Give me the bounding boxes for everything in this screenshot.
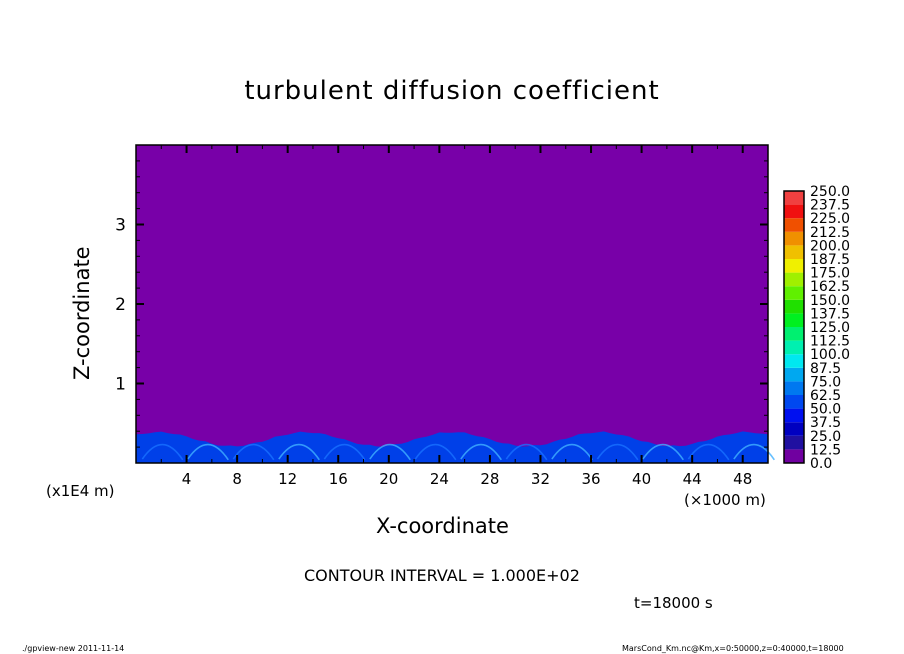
colorbar-cell — [784, 313, 804, 327]
colorbar-label: 50.0 — [810, 402, 841, 418]
colorbar-cell — [784, 259, 804, 273]
contour-interval-note: CONTOUR INTERVAL = 1.000E+02 — [304, 566, 580, 585]
eddy-streak — [551, 443, 593, 461]
colorbar-label: 87.5 — [810, 361, 841, 377]
colorbar-cell — [784, 218, 804, 232]
colorbar-label: 100.0 — [810, 347, 850, 363]
y-axis-unit: (x1E4 m) — [46, 482, 115, 500]
x-tick-label: 48 — [733, 470, 752, 488]
colorbar-cell — [784, 231, 804, 246]
x-axis-label: X-coordinate — [376, 514, 509, 538]
turbulent-layer — [136, 431, 768, 463]
colorbar-cell — [784, 299, 804, 314]
eddy-streak — [596, 443, 639, 461]
colorbar-label: 62.5 — [810, 388, 841, 404]
colorbar-label: 150.0 — [810, 293, 850, 309]
colorbar-label: 200.0 — [810, 238, 850, 254]
colorbar-label: 12.5 — [810, 442, 841, 458]
colorbar-label: 212.5 — [810, 225, 850, 241]
x-tick-label: 44 — [683, 470, 702, 488]
colorbar-label: 112.5 — [810, 334, 850, 350]
x-tick-label: 40 — [632, 470, 651, 488]
colorbar-label: 25.0 — [810, 429, 841, 445]
eddy-streak — [414, 443, 457, 461]
colorbar-cell — [784, 354, 804, 368]
colorbar-cell — [784, 381, 804, 395]
colorbar-cell — [784, 286, 804, 300]
eddy-streak — [505, 443, 548, 461]
colorbar-cell — [784, 449, 804, 463]
colorbar-cell — [784, 367, 804, 382]
eddy-streak — [687, 443, 730, 461]
x-axis-unit: (×1000 m) — [684, 491, 766, 509]
eddy-streak — [369, 443, 411, 461]
colorbar-label: 187.5 — [810, 252, 850, 268]
colorbar-label: 0.0 — [810, 456, 832, 472]
eddy-streak — [733, 443, 775, 461]
x-tick-label: 12 — [278, 470, 297, 488]
colorbar-label: 37.5 — [810, 415, 841, 431]
x-tick-label: 20 — [379, 470, 398, 488]
x-tick-label: 32 — [531, 470, 550, 488]
eddy-streak — [460, 443, 502, 461]
y-tick-label: 1 — [115, 375, 126, 395]
colorbar-cell — [784, 395, 804, 409]
time-annotation: t=18000 s — [634, 594, 713, 612]
eddy-streak — [278, 443, 320, 461]
eddy-streak — [187, 443, 229, 461]
colorbar-cell — [784, 408, 804, 423]
x-tick-label: 16 — [329, 470, 348, 488]
colorbar-label: 162.5 — [810, 279, 850, 295]
colorbar-label: 225.0 — [810, 211, 850, 227]
colorbar-label: 237.5 — [810, 198, 850, 214]
x-tick-label: 4 — [182, 470, 192, 488]
colorbar-frame — [783, 190, 805, 464]
colorbar-cell — [784, 272, 804, 287]
colorbar-label: 75.0 — [810, 374, 841, 390]
x-tick-label: 36 — [581, 470, 600, 488]
y-tick-label: 2 — [115, 295, 126, 315]
eddy-streak — [642, 443, 684, 461]
colorbar-label: 137.5 — [810, 306, 850, 322]
footer-right: MarsCond_Km.nc@Km,x=0:50000,z=0:40000,t=… — [622, 644, 844, 653]
x-tick-label: 24 — [430, 470, 449, 488]
colorbar-cell — [784, 245, 804, 259]
colorbar-cell — [784, 204, 804, 219]
colorbar-cell — [784, 191, 804, 205]
footer-left: ./gpview-new 2011-11-14 — [22, 644, 125, 653]
colorbar-label: 175.0 — [810, 266, 850, 282]
field-background — [136, 145, 768, 463]
colorbar-label: 125.0 — [810, 320, 850, 336]
x-tick-label: 8 — [232, 470, 242, 488]
colorbar-cell — [784, 327, 804, 341]
x-tick-label: 28 — [480, 470, 499, 488]
colorbar-label: 250.0 — [810, 184, 850, 200]
eddy-streak — [323, 443, 366, 461]
colorbar-cell — [784, 340, 804, 355]
y-tick-label: 3 — [115, 216, 126, 236]
colorbar-cell — [784, 435, 804, 450]
y-axis-label: Z-coordinate — [70, 246, 94, 380]
colorbar-cell — [784, 422, 804, 436]
eddy-streak — [141, 443, 184, 461]
eddy-streak — [232, 443, 275, 461]
chart-title: turbulent diffusion coefficient — [244, 76, 660, 106]
